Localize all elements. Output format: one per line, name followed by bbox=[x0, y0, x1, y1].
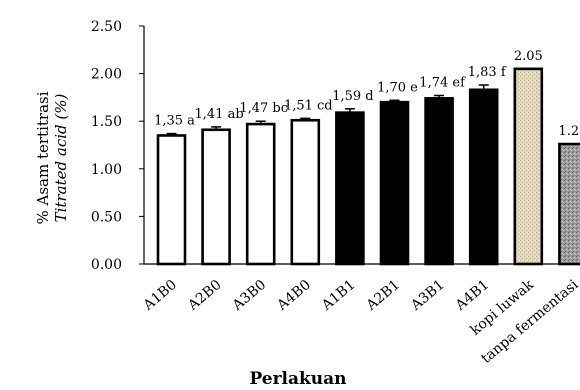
x-tick-label: A3B1 bbox=[407, 277, 447, 314]
y-axis-title-italic: Titrated acid (%) bbox=[52, 94, 70, 223]
y-tick-label: 0.50 bbox=[91, 209, 122, 225]
x-tick-label: A1B0 bbox=[140, 277, 180, 314]
x-tick-label: A3B0 bbox=[229, 277, 269, 314]
y-tick-label: 1.00 bbox=[91, 162, 122, 178]
bar bbox=[558, 142, 580, 266]
data-label: 1,74 ef bbox=[419, 75, 466, 90]
y-tick-label: 2.00 bbox=[91, 67, 122, 83]
data-label: 1.26 bbox=[558, 124, 580, 139]
bar bbox=[379, 100, 410, 266]
x-tick-label: A4B1 bbox=[452, 277, 492, 314]
y-tick-label: 1.50 bbox=[91, 114, 122, 130]
y-tick-label: 0.00 bbox=[91, 257, 122, 273]
y-axis-title-main: % Asam tertitrasi bbox=[34, 91, 52, 224]
y-tick-label: 2.50 bbox=[91, 19, 122, 35]
bar bbox=[201, 128, 231, 266]
bar bbox=[156, 134, 187, 266]
x-axis-title: Perlakuan bbox=[249, 369, 346, 389]
x-tick-label: A2B1 bbox=[363, 277, 403, 314]
data-label: 1,35 a bbox=[154, 114, 195, 129]
data-label: 1,51 cd bbox=[284, 98, 333, 113]
y-axis-title: % Asam tertitrasi Titrated acid (%) bbox=[34, 91, 70, 224]
bar bbox=[245, 122, 276, 266]
y-axis: 0.00 0.50 1.00 1.50 2.00 2.50 bbox=[91, 19, 145, 273]
x-tick-label: A1B1 bbox=[318, 277, 358, 314]
data-label: 1,47 bc bbox=[239, 101, 288, 116]
x-tick-label: A2B0 bbox=[184, 277, 224, 314]
data-label: 1,70 e bbox=[377, 80, 418, 95]
bar bbox=[424, 97, 454, 266]
bar bbox=[513, 67, 544, 266]
bar bbox=[335, 111, 365, 266]
data-label: 2.05 bbox=[514, 49, 543, 64]
bar bbox=[290, 118, 321, 266]
data-label: 1,59 d bbox=[332, 89, 373, 104]
bar bbox=[468, 88, 499, 266]
data-label: 1,83 f bbox=[468, 65, 507, 80]
data-label: 1,41 ab bbox=[195, 107, 244, 122]
x-tick-label: A4B0 bbox=[274, 277, 314, 314]
